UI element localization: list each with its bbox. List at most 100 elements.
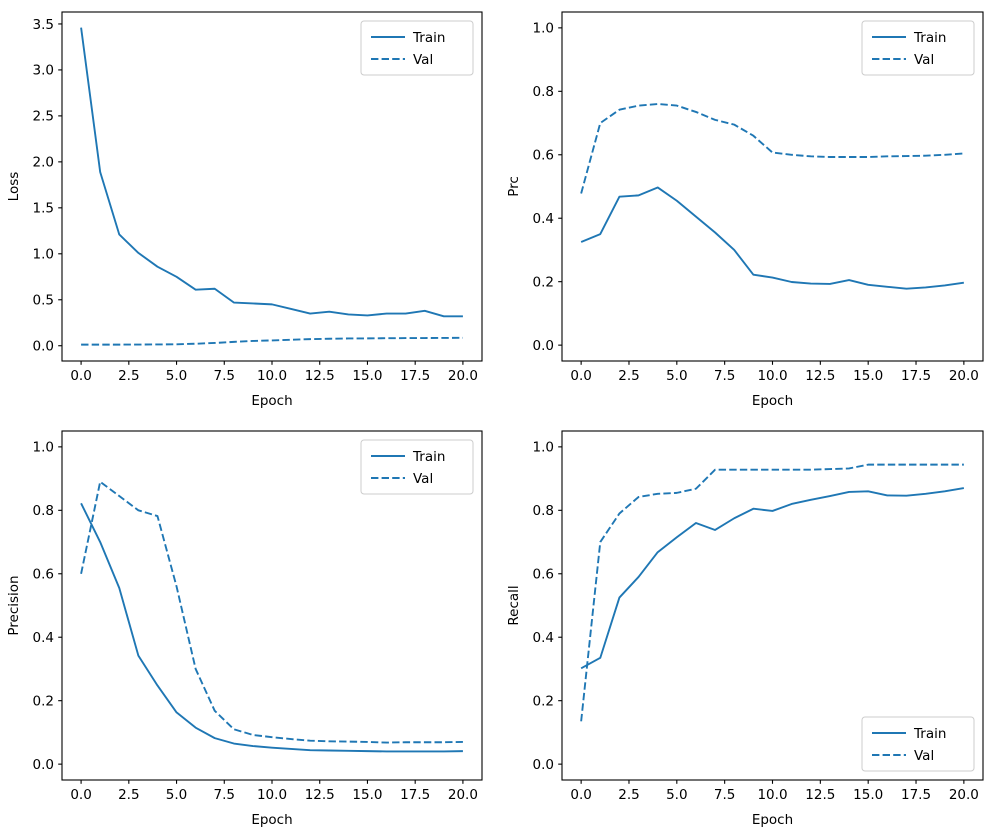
plot-canvas-precision: 0.0 2.5 5.0 7.5 10.0 12.5 15.0 17.5 20.00.00.20.… (6, 430, 483, 828)
x-tick-label: 20.0 (949, 368, 979, 384)
y-tick-label: 1.0 (33, 247, 54, 263)
series-line-val (81, 336, 463, 346)
series-line-train (580, 487, 965, 670)
x-tick-label: 17.5 (400, 368, 430, 384)
x-tick-label: 15.0 (352, 368, 382, 384)
x-axis-label: Epoch (752, 812, 793, 828)
y-tick-label: 0.6 (33, 567, 54, 583)
y-tick-label: 0.0 (533, 338, 554, 354)
y-axis: 0.0 0.5 1.0 1.5 2.0 2.5 3.0 3.5 (33, 17, 62, 355)
x-tick-label: 12.5 (305, 368, 335, 384)
series-line-train (80, 27, 463, 318)
x-tick-label: 17.5 (901, 368, 931, 384)
subplot-recall: 0.0 2.5 5.0 7.5 10.0 12.5 15.0 17.5 20.0 0.0 0.2 0.… (500, 419, 1001, 838)
subplot-prc: 0.0 2.5 5.0 7.5 10.0 12.5 15.0 17.5 20.0 0.0 0.2 0.… (500, 0, 1001, 419)
x-tick-label: 2.5 (618, 787, 639, 803)
x-tick-label: 12.5 (805, 368, 835, 384)
x-tick-label: 0.0 (570, 787, 591, 803)
y-tick-label: 0.8 (33, 503, 54, 519)
x-tick-label: 10.0 (257, 368, 287, 384)
y-tick-label: 0.4 (533, 211, 554, 227)
x-tick-label: 0.0 (70, 368, 91, 384)
y-axis: 0.0 0.2 0.4 0.6 0.8 1.0 (33, 440, 62, 773)
legend: Train Val (861, 716, 975, 772)
x-tick-label: 20.0 (949, 787, 979, 803)
y-tick-label: 2.5 (33, 109, 54, 125)
x-tick-label: 7.5 (714, 368, 735, 384)
x-tick-label: 0.0 (570, 368, 591, 384)
x-tick-label: 5.0 (666, 787, 687, 803)
x-tick-label: 2.5 (618, 368, 639, 384)
plot-canvas-recall: 0.0 2.5 5.0 7.5 10.0 12.5 15.0 17.5 20.0 0.0 0.2 0.… (506, 430, 984, 828)
legend-box (360, 439, 474, 495)
y-tick-label: 0.0 (533, 757, 554, 773)
y-tick-label: 0.5 (33, 293, 54, 309)
y-axis: 0.0 0.2 0.4 0.6 0.8 1.0 (533, 21, 562, 354)
x-axis-label: Epoch (251, 812, 292, 828)
x-tick-label: 5.0 (166, 368, 187, 384)
y-axis: 0.0 0.2 0.4 0.6 0.8 1.0 (533, 440, 562, 773)
x-tick-label: 10.0 (757, 787, 787, 803)
y-tick-label: 3.5 (33, 17, 54, 33)
x-axis-label: Epoch (251, 393, 292, 409)
x-tick-label: 12.5 (305, 787, 335, 803)
x-axis: 0.0 2.5 5.0 7.5 10.0 12.5 15.0 17.5 20.0 (570, 780, 979, 803)
x-tick-label: 2.5 (118, 787, 139, 803)
y-tick-label: 0.6 (533, 148, 554, 164)
x-tick-label: 10.0 (257, 787, 287, 803)
legend-entry-val-label: Val (914, 52, 934, 68)
legend-box (861, 20, 975, 76)
y-tick-label: 0.2 (533, 693, 554, 709)
x-tick-label: 7.5 (214, 787, 235, 803)
y-tick-label: 1.0 (33, 440, 54, 456)
legend-entry-train-label: Train (412, 30, 445, 46)
x-tick-label: 5.0 (166, 787, 187, 803)
legend-box (861, 716, 975, 772)
x-tick-label: 7.5 (714, 787, 735, 803)
y-axis-label: Recall (506, 585, 522, 625)
y-tick-label: 0.0 (33, 339, 54, 355)
plot-canvas-loss: 0.0 2.5 5.0 7.5 10.0 12.5 15.0 17.5 20.0 0.0 0.5 1.… (6, 11, 483, 409)
y-axis-label: Precision (6, 575, 22, 635)
y-axis-label: Prc (506, 176, 522, 197)
legend-entry-train-label: Train (913, 726, 946, 742)
series-line-train (80, 502, 463, 753)
x-tick-label: 5.0 (666, 368, 687, 384)
x-tick-label: 0.0 (70, 787, 91, 803)
series-line-val (80, 480, 463, 744)
y-tick-label: 1.0 (533, 440, 554, 456)
legend-entry-val-label: Val (914, 748, 934, 764)
y-tick-label: 1.5 (33, 201, 54, 217)
x-tick-label: 10.0 (757, 368, 787, 384)
legend-entry-val-label: Val (413, 471, 433, 487)
y-axis-label: Loss (6, 172, 22, 202)
y-tick-label: 1.0 (533, 21, 554, 37)
x-tick-label: 15.0 (853, 368, 883, 384)
y-tick-label: 0.8 (533, 503, 554, 519)
x-tick-label: 7.5 (214, 368, 235, 384)
y-tick-label: 0.0 (33, 757, 54, 773)
legend-entry-train-label: Train (913, 30, 946, 46)
subplot-loss: 0.0 2.5 5.0 7.5 10.0 12.5 15.0 17.5 20.0 0.0 0.5 1.… (0, 0, 500, 419)
x-tick-label: 15.0 (352, 787, 382, 803)
x-axis: 0.0 2.5 5.0 7.5 10.0 12.5 15.0 17.5 20.0 (70, 780, 478, 803)
x-tick-label: 12.5 (805, 787, 835, 803)
legend: Train Val (360, 20, 474, 76)
x-tick-label: 15.0 (853, 787, 883, 803)
x-tick-label: 2.5 (118, 368, 139, 384)
legend-box (360, 20, 474, 76)
x-tick-label: 17.5 (901, 787, 931, 803)
plot-canvas-prc: 0.0 2.5 5.0 7.5 10.0 12.5 15.0 17.5 20.00.00.20.… (506, 11, 984, 409)
legend-entry-val-label: Val (413, 52, 433, 68)
x-axis: 0.0 2.5 5.0 7.5 10.0 12.5 15.0 17.5 20.0 (570, 361, 979, 384)
series-line-train (580, 186, 965, 290)
series-line-val (580, 103, 964, 194)
legend: Train Val (861, 20, 975, 76)
x-axis: 0.0 2.5 5.0 7.5 10.0 12.5 15.0 17.5 20.0 (70, 361, 478, 384)
legend: Train Val (360, 439, 474, 495)
legend-entry-train-label: Train (412, 449, 445, 465)
y-tick-label: 0.6 (533, 567, 554, 583)
subplot-precision: 0.0 2.5 5.0 7.5 10.0 12.5 15.0 17.5 20.0 0.0 0.2 0.… (0, 419, 500, 838)
x-tick-label: 17.5 (400, 787, 430, 803)
